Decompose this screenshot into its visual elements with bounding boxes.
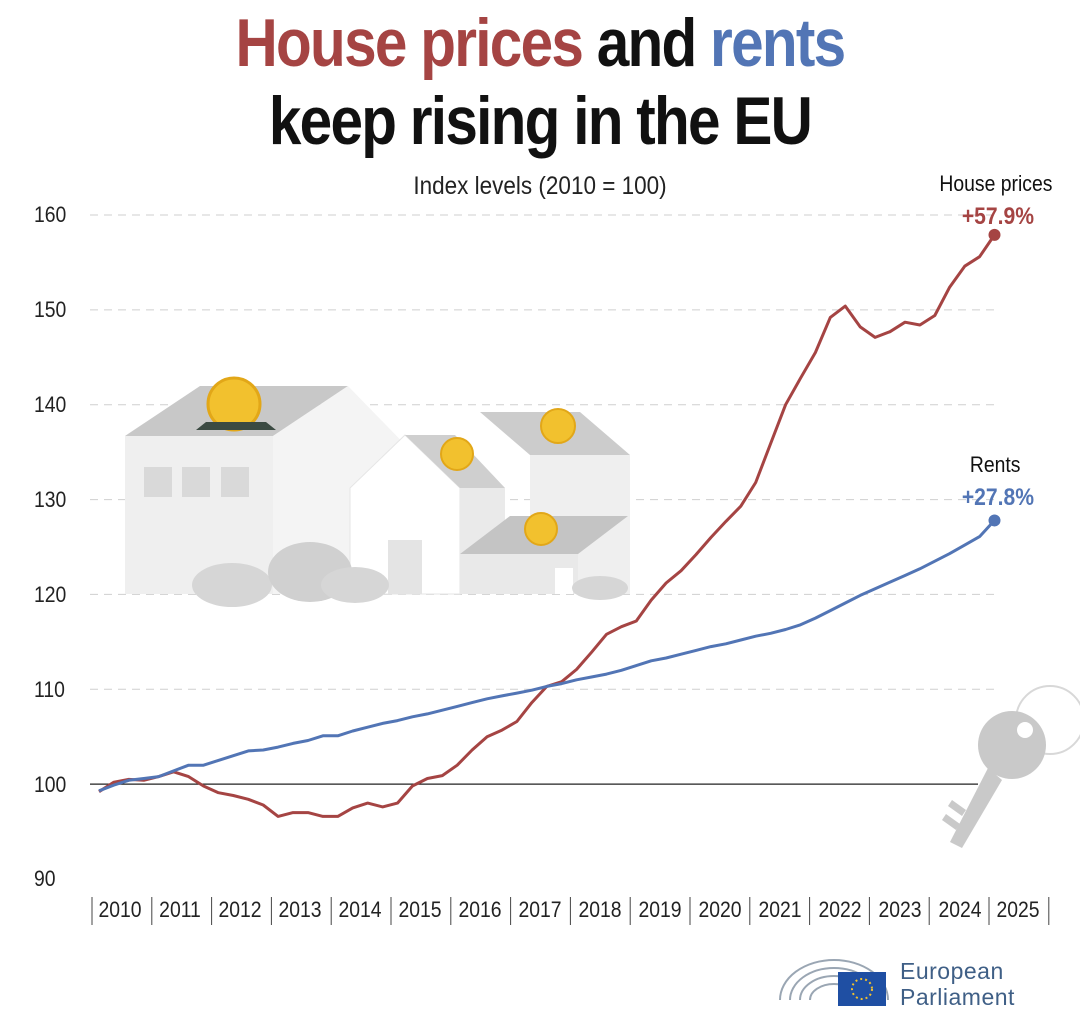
title-rents: rents bbox=[710, 5, 846, 81]
houses-illustration bbox=[125, 376, 630, 607]
y-tick-label: 110 bbox=[34, 677, 65, 702]
door-icon bbox=[555, 568, 573, 594]
chart-title: House prices and rents keep rising in th… bbox=[76, 4, 1005, 160]
x-tick-label: 2019 bbox=[638, 897, 682, 922]
x-tick-label: 2022 bbox=[818, 897, 862, 922]
title-and: and bbox=[582, 5, 711, 81]
x-axis bbox=[91, 897, 1050, 925]
x-tick-label: 2015 bbox=[398, 897, 442, 922]
x-tick-label: 2025 bbox=[996, 897, 1040, 922]
x-tick-label: 2018 bbox=[578, 897, 622, 922]
y-tick-label: 100 bbox=[34, 772, 67, 797]
window-icon bbox=[182, 467, 210, 497]
title-line-1: House prices and rents bbox=[76, 4, 1005, 82]
door-icon bbox=[388, 540, 422, 594]
x-tick-label: 2021 bbox=[758, 897, 802, 922]
y-tick-label: 90 bbox=[34, 866, 56, 891]
x-tick-label: 2014 bbox=[338, 897, 382, 922]
coin-icon bbox=[524, 512, 558, 546]
european-parliament-logo-icon bbox=[779, 959, 889, 1006]
legend-house-prices: House prices bbox=[939, 171, 1052, 196]
x-tick-label: 2010 bbox=[98, 897, 142, 922]
coin-slot-icon bbox=[196, 422, 276, 430]
endpoint-house-prices bbox=[988, 228, 1001, 241]
legend-rents: Rents bbox=[969, 452, 1020, 477]
x-tick-label: 2023 bbox=[878, 897, 922, 922]
x-tick-label: 2012 bbox=[218, 897, 262, 922]
x-tick-label: 2020 bbox=[698, 897, 742, 922]
y-tick-label: 150 bbox=[34, 297, 67, 322]
x-tick-label: 2017 bbox=[518, 897, 562, 922]
x-tick-label: 2024 bbox=[938, 897, 982, 922]
title-house-prices: House prices bbox=[235, 5, 584, 81]
european-parliament-logo: European Parliament bbox=[900, 958, 1015, 1010]
key-icon bbox=[942, 685, 1080, 848]
x-tick-label: 2011 bbox=[159, 897, 201, 922]
y-tick-label: 140 bbox=[34, 392, 67, 417]
x-tick-label: 2016 bbox=[458, 897, 502, 922]
x-tick-label: 2013 bbox=[278, 897, 322, 922]
bush-icon bbox=[572, 576, 628, 600]
logo-line-1: European bbox=[900, 958, 1004, 984]
title-line-2: keep rising in the EU bbox=[268, 83, 813, 159]
y-tick-label: 120 bbox=[34, 582, 67, 607]
y-tick-label: 160 bbox=[34, 202, 67, 227]
coin-icon bbox=[440, 437, 474, 471]
chart-subtitle: Index levels (2010 = 100) bbox=[413, 172, 667, 200]
y-tick-label: 130 bbox=[34, 487, 67, 512]
window-icon bbox=[144, 467, 172, 497]
change-house-prices: +57.9% bbox=[961, 203, 1034, 230]
window-icon bbox=[221, 467, 249, 497]
change-rents: +27.8% bbox=[961, 484, 1034, 511]
logo-line-2: Parliament bbox=[900, 984, 1015, 1010]
bush-icon bbox=[192, 563, 272, 607]
bush-icon bbox=[321, 567, 389, 603]
series-line-rents bbox=[98, 519, 996, 793]
coin-icon bbox=[540, 408, 576, 444]
endpoint-rents bbox=[988, 514, 1001, 527]
